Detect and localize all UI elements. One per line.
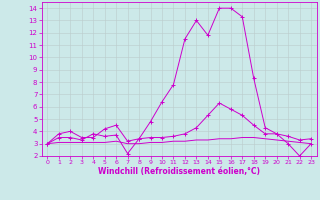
- X-axis label: Windchill (Refroidissement éolien,°C): Windchill (Refroidissement éolien,°C): [98, 167, 260, 176]
